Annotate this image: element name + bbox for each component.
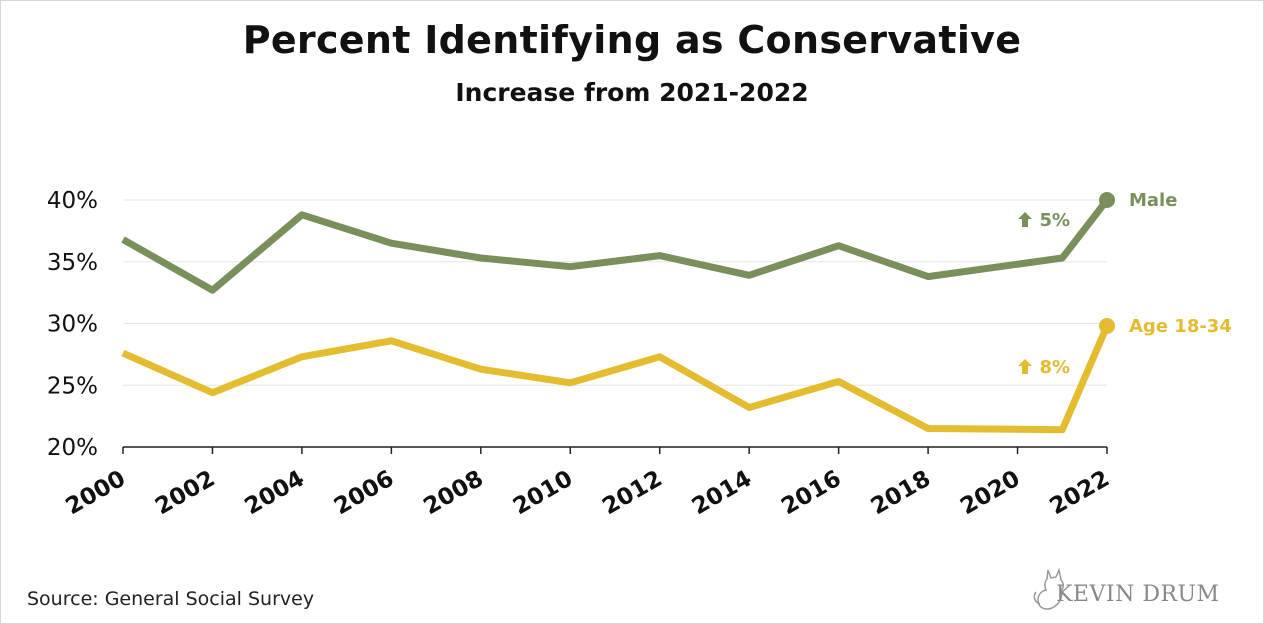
data-point [1059,426,1066,433]
series-line-age-18-34 [121,324,1111,434]
x-tick-label: 2014 [688,466,756,521]
x-tick-label: 2004 [240,466,308,521]
x-tick-label: 2012 [598,466,666,521]
series-end-marker [1099,317,1115,334]
x-tick-label: 2008 [419,466,487,521]
data-point [835,378,842,385]
series-lines [120,192,1115,434]
data-point [925,273,932,280]
data-point [298,211,305,218]
delta-label: 8% [1039,357,1070,378]
x-tick-label: 2006 [330,466,398,521]
data-point [1059,255,1066,262]
source-note: Source: General Social Survey [27,588,315,610]
y-tick-label: 30% [47,312,98,338]
chart-subtitle: Increase from 2021-2022 [455,78,809,107]
data-point [388,240,395,247]
delta-label: 5% [1039,210,1070,231]
data-point [925,425,932,432]
data-point [120,236,127,243]
up-arrow-icon [1018,358,1032,374]
x-tick-label: 2018 [867,466,935,521]
up-arrow-icon [1018,212,1032,227]
series-label: Age 18-34 [1129,316,1232,337]
series-label: Male [1129,190,1177,211]
axes [122,446,1108,454]
data-point [567,379,574,386]
x-tick-label: 2016 [777,466,845,521]
x-tick-label: 2022 [1046,466,1114,521]
data-point [656,353,663,360]
series-line-male [121,197,1110,294]
data-point [477,366,484,373]
series-end-marker [1099,192,1115,208]
data-point [388,337,395,344]
y-tick-label: 40% [47,188,98,214]
labels: 20% 25% 30% 35% 40% 2000 2002 2004 2006 2008 2010 2… [47,188,1232,520]
data-point [209,389,216,396]
y-tick-label: 20% [47,435,98,461]
x-tick-label: 2002 [151,466,219,521]
x-tick-label: 2000 [62,466,130,521]
data-point [656,252,663,259]
gridlines [123,199,1107,386]
data-point [746,404,753,411]
logo-text: KEVIN DRUM [1056,582,1220,607]
data-point [298,353,305,360]
data-point [209,287,216,294]
cat-icon [1033,567,1064,610]
chart-title: Percent Identifying as Conservative [242,18,1022,62]
data-point [567,263,574,270]
y-tick-label: 35% [47,250,98,276]
data-point [746,272,753,279]
x-tick-label: 2020 [956,466,1024,521]
author-logo: KEVIN DRUM [1030,566,1230,616]
data-point [835,242,842,249]
x-tick-label: 2010 [509,466,577,521]
data-point [120,350,127,357]
data-point [477,255,484,262]
y-tick-label: 25% [47,373,98,399]
